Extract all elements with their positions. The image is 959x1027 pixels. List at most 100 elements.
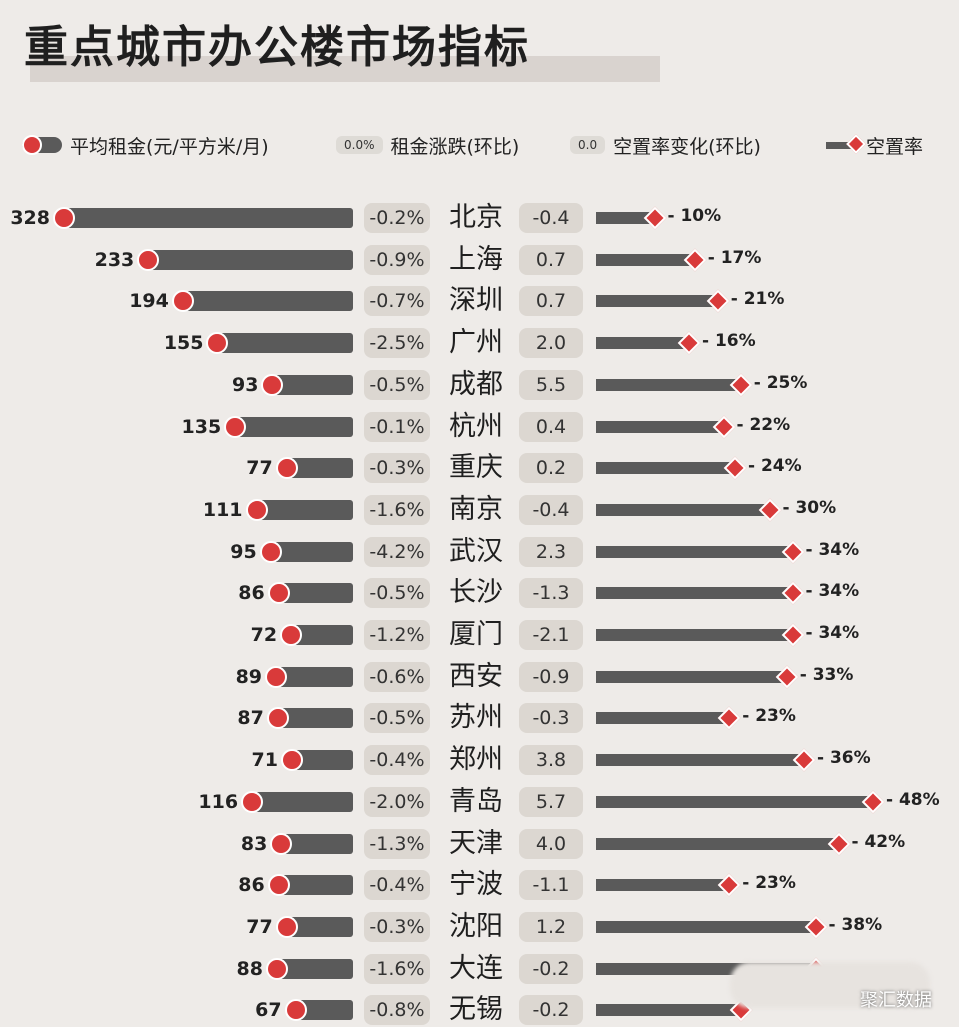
rent-change-value: -1.3%	[364, 828, 430, 859]
vacancy-bar	[596, 545, 792, 558]
rent-change-value: -0.3%	[364, 911, 430, 942]
page-title: 重点城市办公楼市场指标	[24, 22, 530, 73]
rent-change-value: -4.2%	[364, 536, 430, 567]
rent-value: 77	[246, 457, 273, 480]
rent-bar	[146, 249, 353, 270]
rent-value: 95	[230, 540, 257, 563]
rent-value: 233	[94, 248, 135, 271]
city-name: 无锡	[449, 994, 503, 1026]
rent-value: 155	[163, 332, 204, 355]
diamond-icon	[781, 623, 804, 647]
rent-value: 88	[236, 957, 263, 980]
diamond-icon	[861, 790, 885, 814]
vacancy-bar	[596, 587, 792, 600]
city-name: 成都	[449, 368, 503, 400]
yuan-coin-icon	[22, 135, 62, 155]
vacancy-change-value: 0.7	[519, 286, 583, 317]
rent-change-value: -0.4%	[364, 745, 430, 776]
diamond-icon	[729, 373, 753, 397]
yuan-coin-icon	[137, 248, 160, 271]
diamond-icon	[723, 456, 747, 480]
rent-value: 83	[240, 832, 268, 855]
rent-bar	[289, 625, 353, 645]
vacancy-value: - 25%	[753, 372, 808, 393]
rent-value: 71	[251, 749, 278, 772]
vacancy-change-value: 0.7	[519, 244, 583, 275]
watermark: 聚汇数据	[860, 990, 932, 1011]
vacancy-change-value: -0.2	[519, 995, 583, 1026]
rent-bar	[268, 541, 353, 562]
diamond-icon	[792, 748, 816, 772]
vacancy-change-value: 0.4	[519, 411, 583, 442]
vacancy-change-value: -2.1	[519, 620, 583, 650]
rent-value: 86	[238, 582, 265, 605]
vacancy-value: - 21%	[730, 289, 785, 310]
yuan-coin-icon	[281, 749, 303, 772]
legend-vacancy-change: 0.0 空置率变化(环比)	[570, 132, 761, 158]
yuan-coin-icon	[266, 707, 289, 730]
rent-value: 72	[250, 624, 278, 646]
yuan-coin-icon	[284, 999, 307, 1022]
city-name: 南京	[449, 493, 503, 525]
legend-rent-change: 0.0% 租金涨跌(环比)	[336, 132, 519, 158]
yuan-coin-icon	[206, 332, 229, 355]
diamond-icon	[717, 873, 741, 897]
watermark-blur	[730, 962, 930, 1008]
vacancy-change-value: -0.9	[519, 661, 583, 692]
vacancy-bar	[596, 629, 792, 641]
city-name: 厦门	[449, 619, 503, 650]
diamond-icon	[804, 915, 827, 939]
diamond-icon	[775, 665, 799, 689]
rent-bar	[284, 458, 353, 479]
vacancy-value: - 48%	[886, 789, 940, 810]
vacancy-value: - 33%	[799, 664, 854, 685]
vacancy-value: - 42%	[851, 831, 906, 852]
city-name: 青岛	[449, 785, 503, 817]
rent-bar	[180, 291, 353, 312]
vacancy-value: - 34%	[805, 623, 860, 643]
rent-bar	[250, 791, 353, 812]
rent-value: 328	[10, 207, 50, 229]
legend-vacancy-label: 空置率	[866, 135, 924, 158]
vacancy-bar	[596, 879, 729, 892]
city-name: 上海	[449, 243, 503, 275]
vacancy-value: - 38%	[828, 914, 883, 935]
vacancy-value: - 36%	[817, 748, 871, 769]
vacancy-value: - 34%	[805, 581, 860, 602]
vacancy-bar	[596, 253, 694, 266]
rent-change-value: -0.2%	[364, 203, 430, 233]
rent-value: 89	[235, 665, 263, 688]
rent-bar	[275, 708, 353, 729]
rent-change-value: -0.5%	[364, 369, 430, 400]
rent-bar	[290, 750, 353, 771]
vacancy-value: - 22%	[736, 414, 791, 435]
yuan-coin-icon	[275, 915, 298, 938]
vacancy-bar	[596, 420, 723, 433]
yuan-coin-icon	[171, 290, 194, 313]
diamond-icon	[717, 707, 741, 730]
rent-bar	[215, 333, 353, 354]
rent-bar	[279, 833, 353, 854]
yuan-coin-icon	[265, 665, 288, 688]
city-name: 长沙	[449, 577, 503, 609]
diamond-icon	[677, 331, 701, 355]
vacancy-value: - 17%	[707, 247, 762, 268]
vacancy-value: - 30%	[782, 497, 837, 518]
yuan-coin-icon	[245, 498, 268, 521]
legend-rent: 平均租金(元/平方米/月)	[22, 132, 269, 158]
vacancy-bar	[596, 378, 740, 391]
city-name: 杭州	[449, 410, 503, 442]
rent-value: 116	[198, 790, 239, 813]
vacancy-change-value: -0.2	[519, 953, 583, 984]
vacancy-bar	[596, 754, 803, 767]
diamond-icon	[781, 581, 804, 605]
title-block: 重点城市办公楼市场指标	[24, 18, 660, 82]
city-name: 苏州	[449, 702, 503, 734]
rent-change-value: -0.4%	[364, 870, 430, 901]
rent-bar	[293, 1000, 353, 1021]
yuan-coin-icon	[241, 790, 264, 813]
diamond-icon	[706, 290, 730, 313]
city-name: 郑州	[449, 744, 503, 776]
rent-value: 86	[238, 874, 265, 897]
